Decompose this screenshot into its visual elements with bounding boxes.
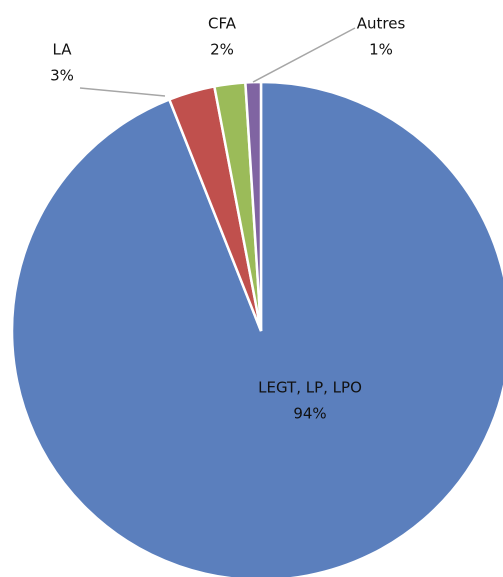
value-label: 94% — [293, 405, 326, 423]
slice-label: Autres — [357, 15, 406, 33]
leader-line — [79, 87, 166, 97]
value-label: 2% — [210, 41, 234, 59]
pie — [10, 80, 503, 577]
leader-line — [252, 27, 356, 83]
pie-slice — [10, 80, 503, 577]
slice-label: CFA — [208, 15, 237, 33]
value-label: 3% — [50, 67, 74, 85]
slice-label: LA — [53, 41, 73, 59]
slice-label: LEGT, LP, LPO — [258, 379, 362, 397]
value-label: 1% — [369, 41, 393, 59]
